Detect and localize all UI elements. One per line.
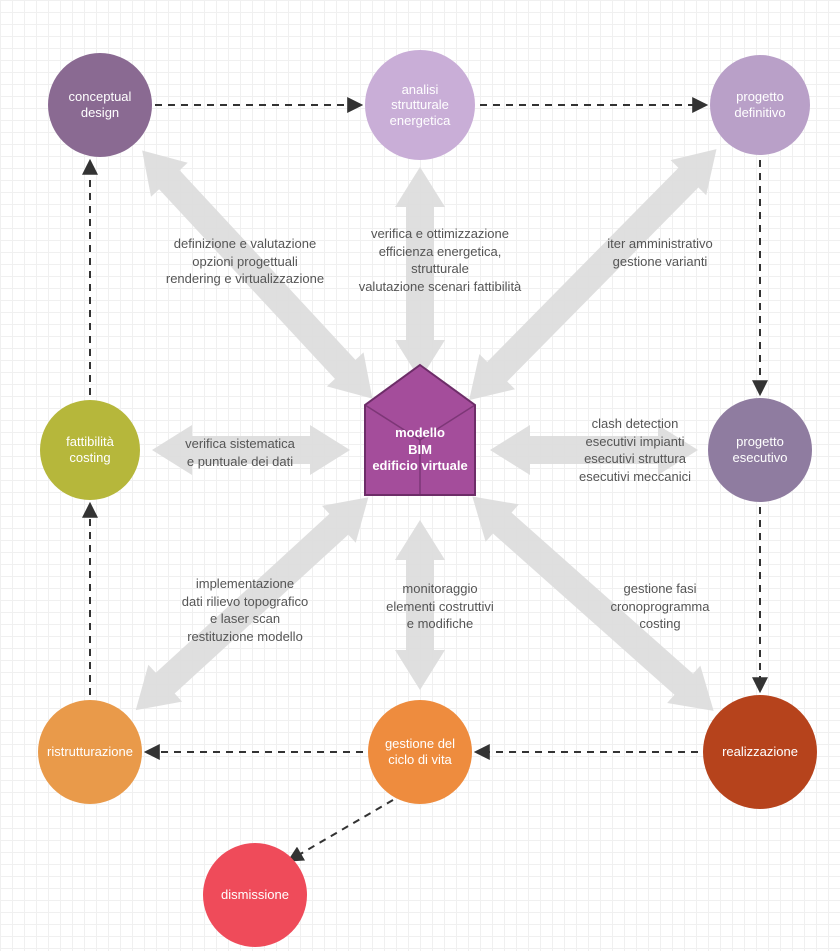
node-label: analisi strutturale energetica xyxy=(373,82,467,129)
ann-br: gestione fasi cronoprogramma costing xyxy=(570,580,750,633)
node-dismissione: dismissione xyxy=(203,843,307,947)
ann-bc: monitoraggio elementi costruttivi e modi… xyxy=(340,580,540,633)
node-realizz: realizzazione xyxy=(703,695,817,809)
node-conceptual: conceptual design xyxy=(48,53,152,157)
flow-arrow xyxy=(290,800,393,860)
ann-mr: clash detection esecutivi impianti esecu… xyxy=(545,415,725,485)
node-label: dismissione xyxy=(221,887,289,903)
node-label: realizzazione xyxy=(722,744,798,760)
node-ristrutt: ristrutturazione xyxy=(38,700,142,804)
node-fattibilita: fattibilità costing xyxy=(40,400,140,500)
node-label: ristrutturazione xyxy=(47,744,133,760)
ann-bl: implementazione dati rilievo topografico… xyxy=(140,575,350,645)
node-ciclo: gestione del ciclo di vita xyxy=(368,700,472,804)
node-label: progetto esecutivo xyxy=(716,434,804,465)
node-label: gestione del ciclo di vita xyxy=(376,736,464,767)
node-label: conceptual design xyxy=(56,89,144,120)
node-label: fattibilità costing xyxy=(48,434,132,465)
node-definitivo: progetto definitivo xyxy=(710,55,810,155)
ann-ml: verifica sistematica e puntuale dei dati xyxy=(155,435,325,470)
center-node: modello BIM edificio virtuale xyxy=(365,400,475,500)
ann-tc: verifica e ottimizzazione efficienza ene… xyxy=(320,225,560,295)
center-label: modello BIM edificio virtuale xyxy=(372,425,467,476)
ann-tr: iter amministrativo gestione varianti xyxy=(570,235,750,270)
node-label: progetto definitivo xyxy=(718,89,802,120)
node-analisi: analisi strutturale energetica xyxy=(365,50,475,160)
diagram-canvas: modello BIM edificio virtuale conceptual… xyxy=(0,0,840,951)
